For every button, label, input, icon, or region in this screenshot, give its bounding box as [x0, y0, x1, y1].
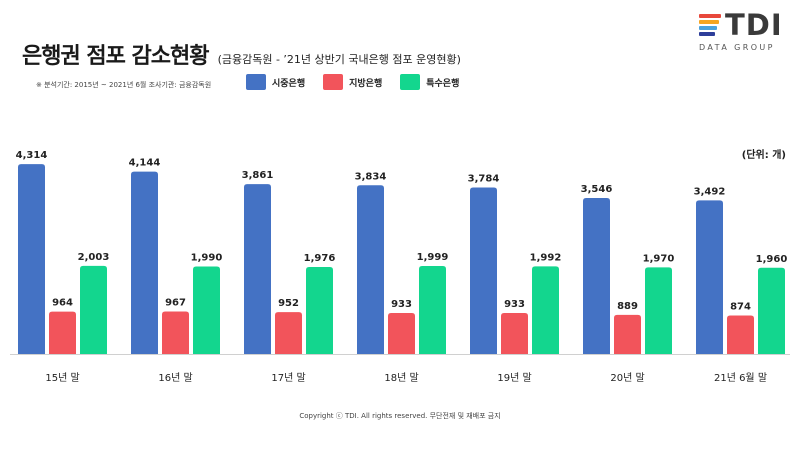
- analysis-meta: ※ 분석기간: 2015년 ~ 2021년 6월 조사기관: 금융감독원: [36, 81, 212, 89]
- bar-0-5: [583, 197, 610, 354]
- legend-swatch-2: [400, 74, 421, 90]
- bar-0-1: [131, 171, 158, 354]
- x-tick-label-1: 16년 말: [158, 372, 192, 384]
- logo-bar-3: [699, 32, 715, 36]
- bar-1-6: [727, 315, 754, 354]
- bar-0-6: [696, 200, 723, 354]
- bar-2-1: [193, 266, 220, 354]
- data-label-1-4: 933: [504, 299, 525, 310]
- data-label-2-0: 2,003: [78, 252, 110, 263]
- legend-item-series-0: 시중은행: [246, 74, 305, 90]
- logo-mark-icon: [699, 14, 721, 36]
- logo-text: TDI: [725, 8, 783, 42]
- bar-2-6: [758, 267, 785, 354]
- data-label-2-1: 1,990: [191, 252, 223, 263]
- legend-item-series-2: 특수은행: [400, 74, 459, 90]
- data-label-1-1: 967: [165, 297, 186, 308]
- data-label-0-5: 3,546: [581, 184, 613, 195]
- x-tick-label-4: 19년 말: [497, 372, 531, 384]
- data-label-0-2: 3,861: [242, 170, 274, 181]
- x-tick-label-0: 15년 말: [45, 372, 79, 384]
- logo-bar-2: [699, 26, 717, 30]
- data-label-0-0: 4,314: [16, 150, 48, 161]
- bar-1-0: [49, 311, 76, 354]
- data-label-0-6: 3,492: [694, 186, 726, 197]
- data-label-2-6: 1,960: [756, 254, 788, 265]
- data-label-0-4: 3,784: [468, 174, 500, 185]
- bar-2-0: [80, 265, 107, 354]
- x-tick-label-6: 21년 6월 말: [714, 372, 767, 384]
- bar-0-2: [244, 184, 271, 354]
- bar-1-5: [614, 314, 641, 354]
- legend-label-1: 지방은행: [349, 78, 383, 89]
- x-tick-label-3: 18년 말: [384, 372, 418, 384]
- data-label-1-5: 889: [617, 301, 638, 312]
- x-tick-label-2: 17년 말: [271, 372, 305, 384]
- x-tick-label-5: 20년 말: [610, 372, 644, 384]
- bar-0-3: [357, 185, 384, 354]
- bar-1-2: [275, 312, 302, 354]
- legend-label-2: 특수은행: [426, 78, 460, 89]
- bar-1-1: [162, 311, 189, 354]
- bar-2-5: [645, 267, 672, 354]
- data-label-0-1: 4,144: [129, 158, 161, 169]
- data-label-2-2: 1,976: [304, 253, 336, 264]
- data-label-1-0: 964: [52, 298, 73, 309]
- bar-2-3: [419, 266, 446, 354]
- data-label-2-3: 1,999: [417, 252, 449, 263]
- bar-0-0: [18, 164, 45, 354]
- bar-2-2: [306, 267, 333, 354]
- title-row: 은행권 점포 감소현황 (금융감독원 - ’21년 상반기 국내은행 점포 운영…: [22, 38, 461, 70]
- data-label-1-3: 933: [391, 299, 412, 310]
- data-label-1-2: 952: [278, 298, 299, 309]
- data-label-2-4: 1,992: [530, 252, 562, 263]
- legend-swatch-1: [323, 74, 344, 90]
- data-label-2-5: 1,970: [643, 253, 675, 264]
- data-label-1-6: 874: [730, 302, 751, 313]
- legend-item-series-1: 지방은행: [323, 74, 382, 90]
- chart-legend: 시중은행 지방은행 특수은행: [246, 74, 459, 90]
- unit-label: (단위: 개): [741, 150, 786, 161]
- bar-2-4: [532, 266, 559, 354]
- bar-1-4: [501, 312, 528, 354]
- bar-0-4: [470, 187, 497, 354]
- copyright-notice: Copyright ⓒ TDI. All rights reserved. 무단…: [299, 412, 501, 420]
- logo-bar-0: [699, 14, 721, 18]
- logo-bar-1: [699, 20, 719, 24]
- page-subtitle: (금융감독원 - ’21년 상반기 국내은행 점포 운영현황): [217, 53, 461, 66]
- bar-1-3: [388, 312, 415, 354]
- logo-subtext: DATA GROUP: [699, 43, 775, 52]
- tdi-logo: TDI DATA GROUP: [697, 8, 792, 56]
- legend-swatch-0: [246, 74, 266, 90]
- page-title: 은행권 점포 감소현황: [22, 44, 209, 69]
- data-label-0-3: 3,834: [355, 171, 387, 182]
- legend-label-0: 시중은행: [272, 78, 306, 89]
